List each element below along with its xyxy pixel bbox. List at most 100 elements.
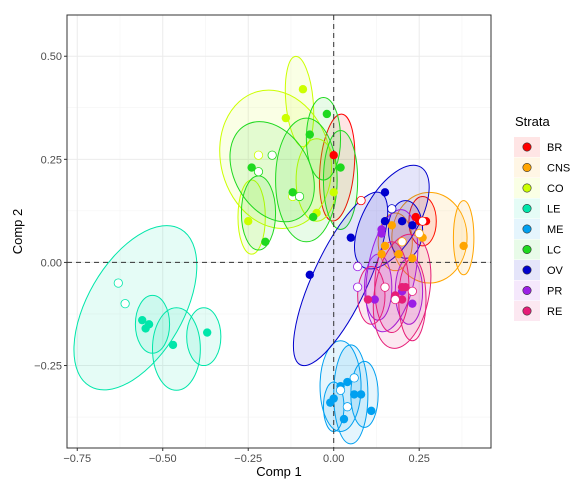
legend-marker-cns (522, 163, 532, 173)
point-co (281, 113, 291, 123)
ellipse-ov (292, 191, 389, 367)
point-cns (387, 221, 397, 230)
ellipse-le (186, 307, 222, 367)
point-lc (288, 188, 297, 197)
point-me (367, 406, 376, 416)
legend-marker-re (522, 306, 532, 316)
point-ov (397, 216, 407, 226)
centroid-co (253, 150, 264, 160)
point-br (329, 151, 338, 160)
point-pr (408, 299, 417, 308)
legend-label-re: RE (547, 306, 562, 318)
centroid-le (113, 278, 123, 288)
legend-label-ov: OV (547, 265, 564, 277)
point-lc (305, 130, 314, 139)
point-ov (380, 188, 390, 197)
y-tick-label: −0.25 (34, 361, 62, 373)
point-le (144, 320, 154, 329)
point-layer (113, 85, 468, 424)
panel-border (66, 14, 492, 449)
point-me (350, 390, 359, 399)
ellipse-lc (240, 175, 277, 251)
point-ov (380, 216, 390, 226)
centroid-lc (253, 167, 264, 177)
centroid-br (418, 216, 428, 226)
legend-title: Strata (515, 114, 550, 129)
centroid-cns (397, 237, 407, 247)
point-br (411, 212, 420, 222)
legend-label-me: ME (547, 224, 564, 236)
point-cns (377, 249, 386, 259)
y-tick-label: 0.25 (41, 154, 62, 166)
legend-marker-le (522, 204, 532, 214)
x-tick-label: 0.25 (408, 453, 429, 465)
centroid-pr (353, 261, 363, 272)
x-tick-label: −0.75 (63, 453, 91, 465)
x-tick-label: −0.50 (149, 453, 177, 465)
legend: Strata BR CNS CO LE ME LC OV PR RE (514, 114, 570, 321)
y-tick-label: 0.50 (41, 51, 62, 63)
point-ov (346, 233, 356, 242)
point-co (244, 216, 253, 226)
point-cns (380, 241, 390, 251)
ellipse-lc (275, 117, 338, 243)
legend-label-cns: CNS (547, 163, 570, 175)
reference-lines (67, 15, 491, 448)
point-lc (308, 212, 318, 222)
centroid-cns (414, 228, 424, 239)
y-axis-title: Comp 2 (10, 209, 25, 255)
point-le (138, 315, 147, 325)
point-re (401, 282, 410, 292)
point-re (397, 295, 407, 304)
ellipse-le (73, 225, 198, 391)
centroid-pr (353, 282, 363, 292)
legend-marker-ov (522, 265, 532, 275)
point-lc (322, 109, 332, 119)
legend-label-co: CO (547, 183, 564, 195)
point-cns (459, 241, 468, 251)
point-ov (408, 221, 417, 230)
legend-marker-pr (522, 285, 532, 295)
point-me (356, 390, 366, 399)
centroid-lc (267, 150, 277, 160)
point-lc (261, 237, 270, 247)
centroid-le (120, 299, 130, 309)
legend-marker-br (522, 142, 532, 152)
point-lc (336, 163, 345, 172)
x-tick-label: 0.00 (323, 453, 344, 465)
point-le (168, 340, 178, 350)
ellipse-cns (452, 200, 475, 276)
centroid-re (407, 286, 417, 296)
point-cns (408, 254, 417, 263)
legend-marker-me (522, 224, 532, 234)
legend-label-le: LE (547, 204, 560, 216)
centroid-me (342, 402, 352, 412)
x-axis-title: Comp 1 (256, 464, 302, 479)
tick-layer: −0.75 −0.50 −0.25 0.00 0.25 −0.25 0.00 0.25 0.50 (34, 51, 430, 465)
point-pr (377, 225, 386, 234)
point-co (298, 85, 308, 94)
centroid-ov (387, 204, 397, 214)
centroid-me (335, 385, 346, 395)
centroid-re (390, 294, 400, 305)
centroid-me (349, 373, 359, 383)
ellipse-re (357, 266, 386, 325)
point-me (343, 377, 352, 387)
point-me (329, 394, 338, 403)
ellipse-le (151, 307, 201, 391)
legend-label-lc: LC (547, 245, 561, 257)
legend-marker-lc (522, 245, 532, 255)
legend-marker-co (522, 183, 532, 193)
point-ov (305, 270, 314, 279)
ellipse-ov (353, 164, 430, 270)
centroid-lc (294, 191, 305, 202)
point-pr (370, 295, 379, 304)
legend-label-pr: PR (547, 286, 562, 298)
point-co (329, 188, 338, 197)
centroid-br (356, 195, 366, 206)
centroid-re (380, 282, 390, 292)
point-le (202, 328, 212, 337)
y-tick-label: 0.00 (41, 257, 62, 269)
legend-label-br: BR (547, 142, 562, 154)
